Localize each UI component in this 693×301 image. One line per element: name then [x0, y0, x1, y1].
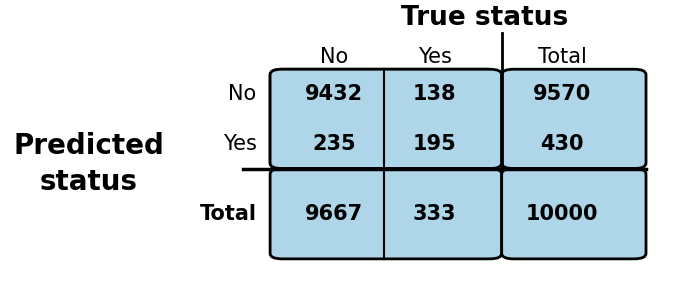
Text: 333: 333: [413, 204, 456, 224]
Text: Yes: Yes: [223, 134, 256, 154]
Text: Total: Total: [538, 47, 586, 67]
Text: Yes: Yes: [418, 47, 452, 67]
Text: 9667: 9667: [305, 204, 363, 224]
FancyBboxPatch shape: [270, 69, 502, 169]
FancyBboxPatch shape: [502, 169, 646, 259]
FancyBboxPatch shape: [270, 69, 498, 169]
Text: No: No: [229, 84, 256, 104]
Text: Predicted: Predicted: [13, 132, 164, 160]
Text: 430: 430: [541, 134, 584, 154]
Text: 195: 195: [413, 134, 457, 154]
Text: No: No: [319, 47, 348, 67]
Text: 138: 138: [413, 84, 456, 104]
FancyBboxPatch shape: [270, 169, 502, 259]
Text: 9432: 9432: [305, 84, 363, 104]
Text: status: status: [40, 168, 138, 196]
Text: 9570: 9570: [533, 84, 591, 104]
Text: Total: Total: [200, 204, 256, 224]
Text: 10000: 10000: [526, 204, 598, 224]
FancyBboxPatch shape: [502, 69, 646, 169]
Text: 235: 235: [312, 134, 356, 154]
Text: True status: True status: [401, 5, 568, 31]
